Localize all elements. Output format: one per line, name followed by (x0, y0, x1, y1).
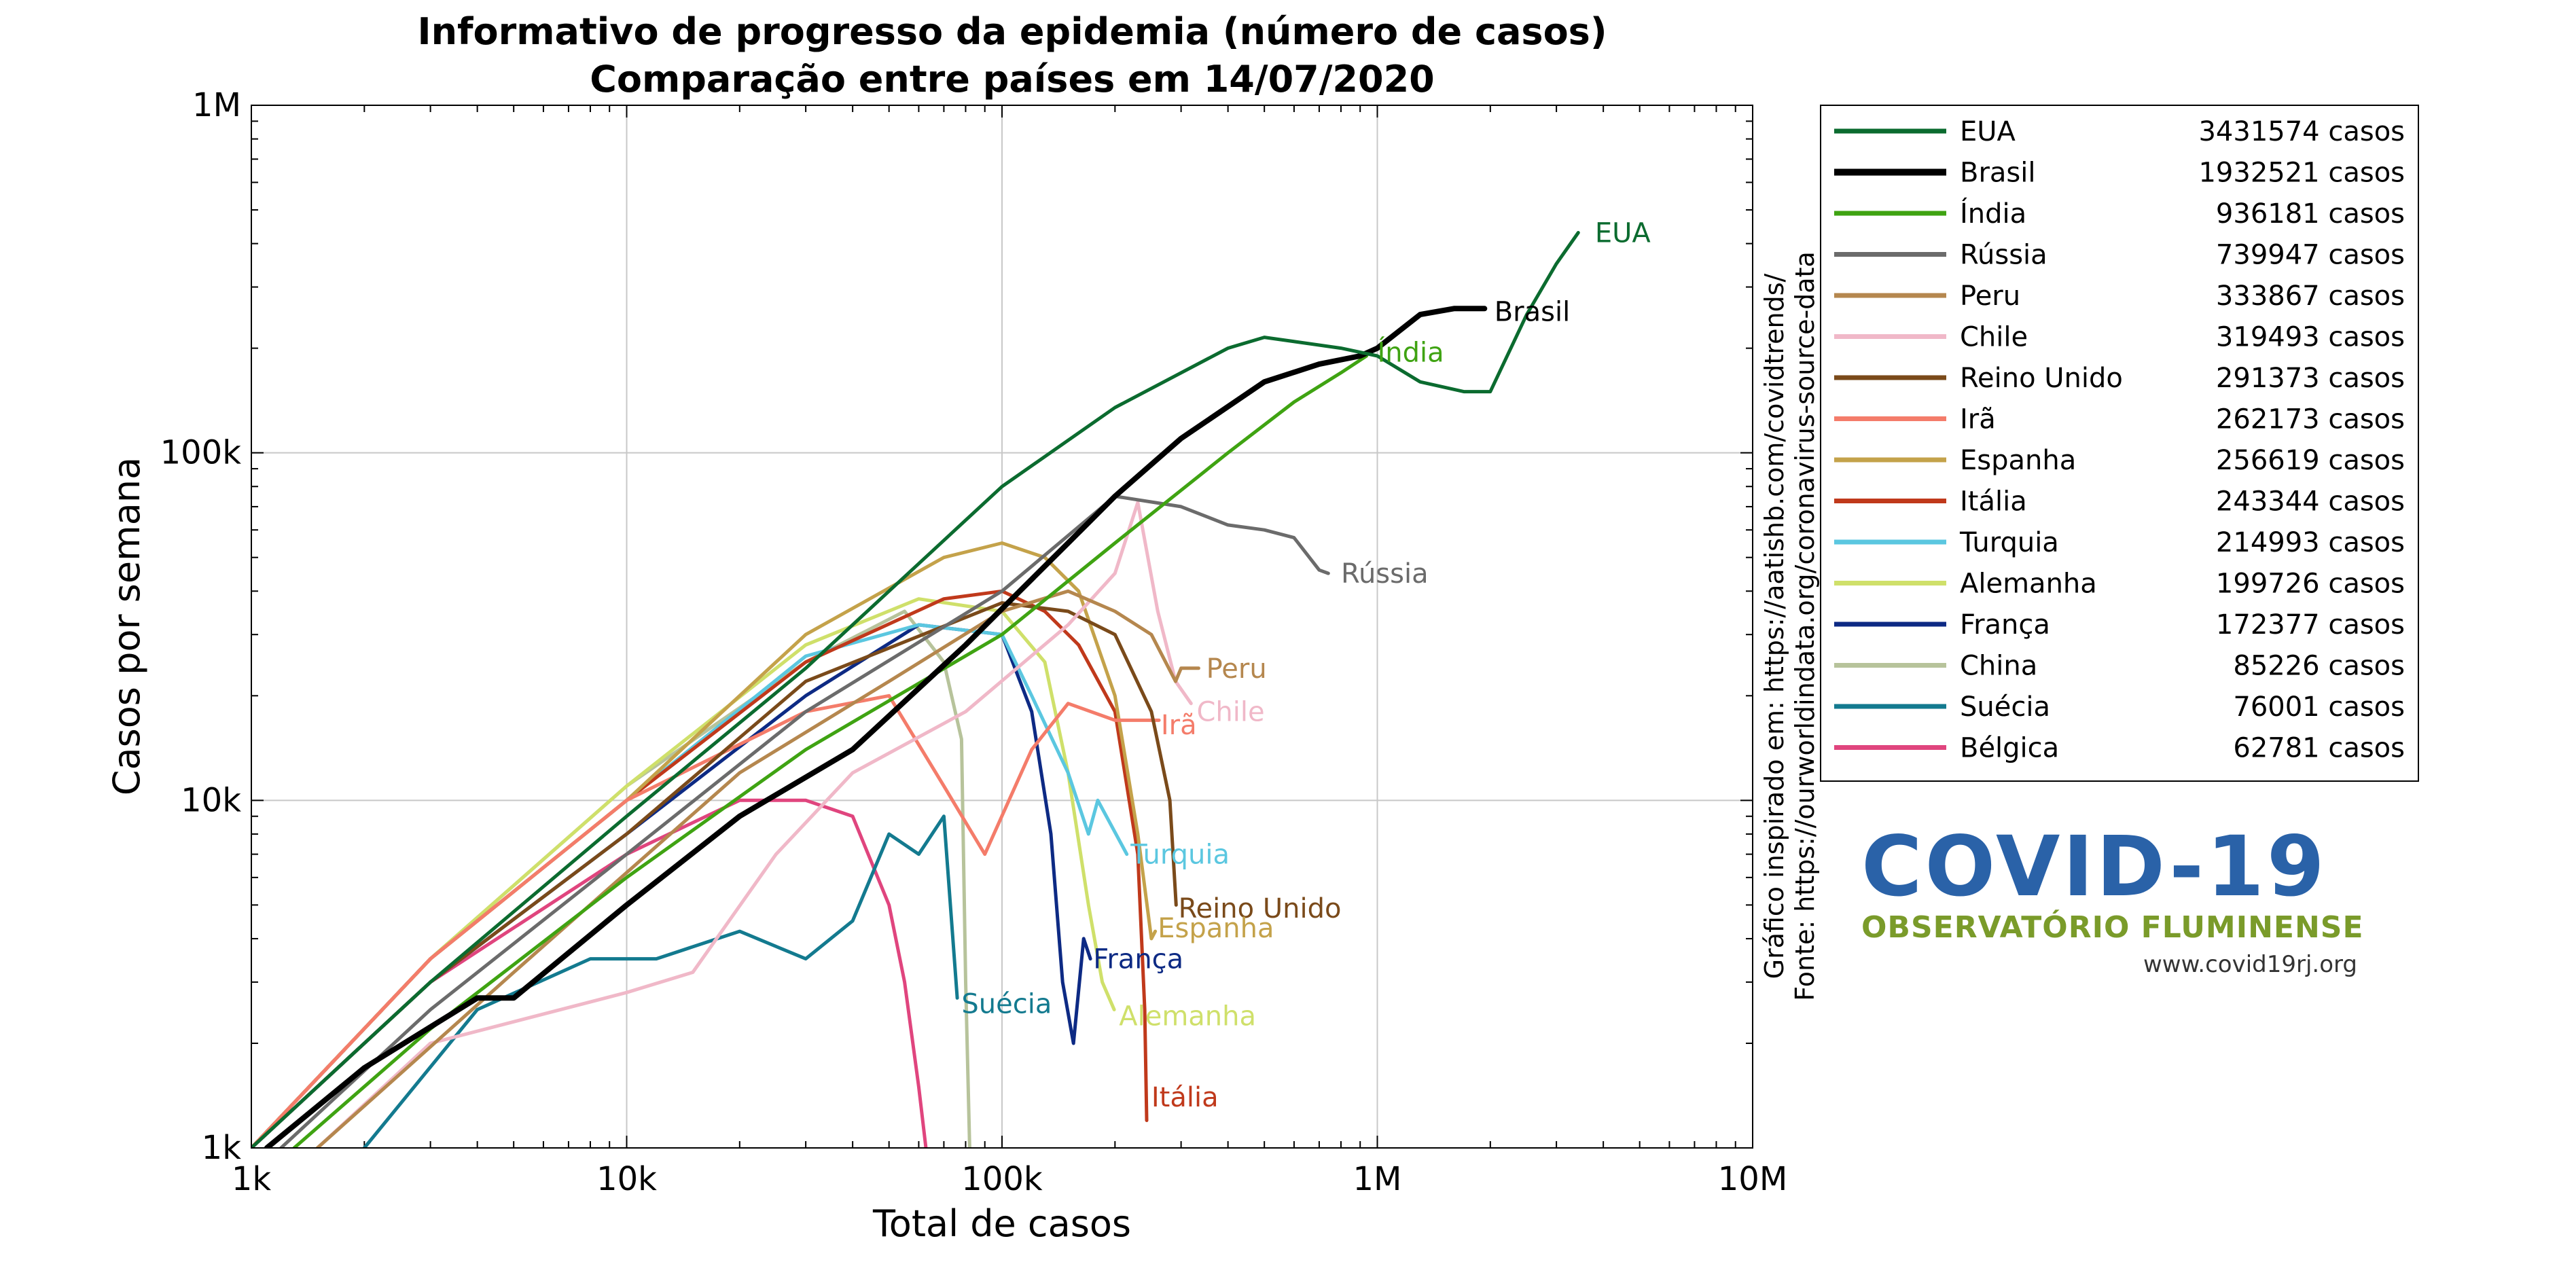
legend-item-value: 85226 casos (2233, 651, 2405, 682)
legend-item-name: Rússia (1960, 240, 2047, 271)
tick-labels: 1k 10k 100k 1M 10M 1k 10k 100k 1M (160, 86, 1788, 1198)
series-line-Brasil (264, 306, 1488, 1148)
series-label: Itália (1151, 1082, 1219, 1113)
x-tick-label: 10k (596, 1160, 657, 1198)
legend-item-name: China (1960, 651, 2037, 682)
legend-item-name: Brasil (1960, 158, 2035, 189)
series-label: Chile (1196, 697, 1264, 728)
series-label: EUA (1595, 218, 1651, 249)
y-axis-label: Casos por semana (105, 457, 148, 795)
x-tick-label: 100k (961, 1160, 1043, 1198)
legend-item-value: 936181 casos (2216, 198, 2405, 230)
series-label: Espanha (1158, 913, 1274, 944)
legend-item-value: 333867 casos (2216, 281, 2405, 312)
series-line-Itália (251, 589, 1149, 1148)
legend-item-name: Turquia (1959, 527, 2059, 558)
series-line-EUA (251, 231, 1580, 1148)
legend-item-name: Espanha (1960, 445, 2076, 476)
chart-subtitle: Comparação entre países em 14/07/2020 (590, 58, 1434, 101)
logo-title: COVID-19 (1861, 818, 2327, 915)
legend-item-name: EUA (1960, 116, 2016, 147)
legend-item-value: 319493 casos (2216, 322, 2405, 353)
series-label: Suécia (961, 989, 1052, 1020)
series-label: Turquia (1130, 840, 1230, 871)
chart-title: Informativo de progresso da epidemia (nú… (418, 10, 1607, 53)
legend-item-name: Irã (1960, 404, 1996, 435)
logo-subtitle: OBSERVATÓRIO FLUMINENSE (1861, 910, 2364, 945)
legend-item-value: 256619 casos (2216, 445, 2405, 476)
plot-frame (251, 105, 1753, 1149)
series-label: Índia (1378, 336, 1444, 368)
x-tick-label: 10M (1718, 1160, 1788, 1198)
legend-item-value: 76001 casos (2233, 691, 2405, 723)
legend-item-value: 739947 casos (2216, 240, 2405, 271)
legend-item-value: 243344 casos (2216, 486, 2405, 518)
series-line-Suécia (362, 814, 959, 1148)
legend-item-value: 1932521 casos (2198, 158, 2405, 189)
series-line-Índia (292, 354, 1369, 1148)
legend-item-name: Alemanha (1960, 569, 2097, 600)
series-line-Irã (251, 693, 1161, 1148)
x-axis-label: Total de casos (872, 1202, 1131, 1245)
y-tick-label: 10k (181, 781, 241, 819)
legend-item-value: 214993 casos (2216, 527, 2405, 558)
legend-item-value: 199726 casos (2216, 569, 2405, 600)
legend-item-value: 3431574 casos (2198, 116, 2405, 147)
series-label: Rússia (1341, 558, 1429, 590)
series-line-Alemanha (251, 597, 1116, 1148)
series-line-China (251, 609, 971, 1148)
series-label: França (1093, 944, 1183, 975)
legend-item-name: Itália (1960, 486, 2027, 518)
series-label: Reino Unido (1179, 893, 1342, 924)
series-label: Peru (1206, 653, 1267, 685)
legend: EUA 3431574 casos Brasil 1932521 casos Índia… (1820, 105, 2419, 782)
y-tick-label: 1k (202, 1129, 242, 1167)
legend-item-name: Chile (1960, 322, 2028, 353)
y-tick-label: 1M (192, 86, 241, 124)
legend-item-value: 291373 casos (2216, 363, 2405, 394)
series-label: Brasil (1495, 297, 1570, 328)
legend-item-value: 62781 casos (2233, 733, 2405, 764)
legend-item-name: Reino Unido (1960, 363, 2123, 394)
covid19-logo: COVID-19 OBSERVATÓRIO FLUMINENSE www.cov… (1861, 818, 2378, 988)
legend-frame (1820, 105, 2419, 782)
legend-item-name: Suécia (1960, 691, 2050, 723)
series-line-Bélgica (251, 798, 928, 1148)
legend-item-value: 172377 casos (2216, 609, 2405, 641)
grid (251, 105, 1753, 1148)
x-tick-label: 1M (1353, 1160, 1402, 1198)
logo-url: www.covid19rj.org (2143, 951, 2357, 978)
y-tick-label: 100k (160, 434, 242, 472)
series-line-Chile (315, 501, 1193, 1148)
series-lines (251, 231, 1580, 1148)
legend-item-name: França (1960, 609, 2050, 641)
series-label: Irã (1161, 710, 1197, 741)
legend-item-value: 262173 casos (2216, 404, 2405, 435)
source-credit-1: Gráfico inspirado em: https://aatishb.co… (1759, 273, 1789, 979)
x-tick-label: 1k (232, 1160, 272, 1198)
legend-item-name: Peru (1960, 281, 2020, 312)
series-line-Rússia (279, 494, 1330, 1148)
series-line-Peru (315, 589, 1200, 1148)
legend-item-name: Bélgica (1960, 733, 2059, 764)
series-label: Alemanha (1119, 1001, 1256, 1032)
legend-item-name: Índia (1960, 197, 2026, 230)
source-credit-2: Fonte: https://ourworldindata.org/corona… (1790, 251, 1820, 1001)
